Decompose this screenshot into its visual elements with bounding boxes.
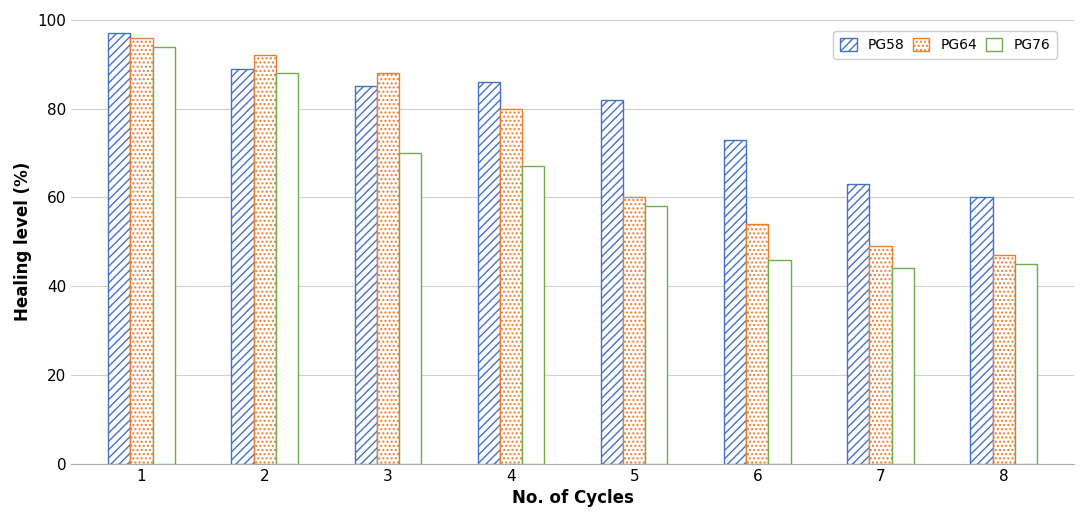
Bar [109, 33, 131, 464]
Legend: PG58, PG64, PG76: PG58, PG64, PG76 [833, 31, 1058, 59]
Bar [232, 69, 254, 464]
Bar [500, 109, 522, 464]
Bar [1015, 264, 1037, 464]
Bar [152, 46, 175, 464]
Bar [869, 246, 892, 464]
Bar [848, 184, 869, 464]
Bar [623, 197, 645, 464]
Bar [522, 166, 544, 464]
Bar [725, 140, 746, 464]
Bar [768, 259, 791, 464]
X-axis label: No. of Cycles: No. of Cycles [511, 489, 633, 507]
Bar [276, 73, 298, 464]
Bar [601, 100, 623, 464]
Bar [992, 255, 1015, 464]
Y-axis label: Healing level (%): Healing level (%) [14, 162, 32, 321]
Bar [970, 197, 992, 464]
Bar [746, 224, 768, 464]
Bar [478, 82, 500, 464]
Bar [376, 73, 399, 464]
Bar [399, 153, 421, 464]
Bar [892, 268, 914, 464]
Bar [254, 55, 276, 464]
Bar [355, 86, 376, 464]
Bar [645, 206, 667, 464]
Bar [131, 38, 152, 464]
